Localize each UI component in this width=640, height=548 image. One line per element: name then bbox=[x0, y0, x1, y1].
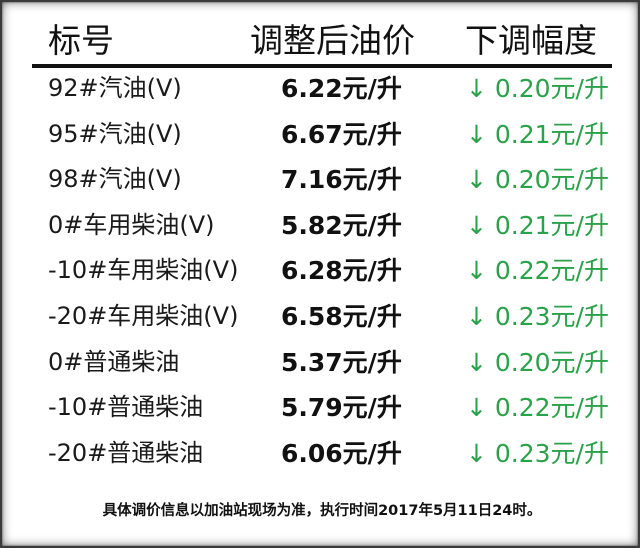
adjusted-price: 6.28元/升 bbox=[281, 256, 402, 286]
price-reduction: ↓ 0.20元/升 bbox=[466, 347, 609, 377]
adjusted-price: 5.79元/升 bbox=[281, 393, 402, 423]
price-rows: 92#汽油(V) 6.22元/升 ↓ 0.20元/升 95#汽油(V) 6.67… bbox=[2, 66, 640, 476]
header-grade: 标号 bbox=[48, 21, 114, 60]
header-adjusted-price: 调整后油价 bbox=[250, 21, 415, 60]
price-reduction: ↓ 0.23元/升 bbox=[466, 438, 609, 468]
price-reduction: ↓ 0.22元/升 bbox=[466, 393, 609, 423]
adjusted-price: 6.06元/升 bbox=[281, 438, 402, 468]
effective-time-note: 具体调价信息以加油站现场为准，执行时间2017年5月11日24时。 bbox=[102, 503, 542, 519]
table-row: -20#车用柴油(V) 6.58元/升 ↓ 0.23元/升 bbox=[2, 294, 640, 340]
adjusted-price: 5.82元/升 bbox=[281, 210, 402, 240]
fuel-grade: 98#汽油(V) bbox=[48, 165, 182, 194]
table-row: 0#车用柴油(V) 5.82元/升 ↓ 0.21元/升 bbox=[2, 203, 640, 249]
fuel-grade: -10#车用柴油(V) bbox=[48, 256, 239, 285]
fuel-grade: -20#车用柴油(V) bbox=[48, 301, 239, 330]
table-row: 95#汽油(V) 6.67元/升 ↓ 0.21元/升 bbox=[2, 112, 640, 158]
table-row: -10#普通柴油 5.79元/升 ↓ 0.22元/升 bbox=[2, 385, 640, 431]
price-reduction: ↓ 0.20元/升 bbox=[466, 165, 609, 195]
fuel-grade: 0#普通柴油 bbox=[48, 347, 180, 376]
price-reduction: ↓ 0.20元/升 bbox=[466, 74, 609, 103]
price-reduction: ↓ 0.21元/升 bbox=[466, 210, 609, 240]
fuel-grade: -10#普通柴油 bbox=[48, 393, 204, 422]
header-reduction: 下调幅度 bbox=[465, 21, 597, 60]
adjusted-price: 5.37元/升 bbox=[281, 347, 402, 377]
table-row: 92#汽油(V) 6.22元/升 ↓ 0.20元/升 bbox=[2, 66, 640, 112]
table-row: 0#普通柴油 5.37元/升 ↓ 0.20元/升 bbox=[2, 340, 640, 386]
adjusted-price: 6.58元/升 bbox=[281, 301, 402, 331]
table-row: -10#车用柴油(V) 6.28元/升 ↓ 0.22元/升 bbox=[2, 248, 640, 294]
price-reduction: ↓ 0.23元/升 bbox=[466, 301, 609, 331]
fuel-grade: -20#普通柴油 bbox=[48, 438, 204, 467]
table-header: 标号 调整后油价 下调幅度 bbox=[2, 16, 640, 66]
price-reduction: ↓ 0.21元/升 bbox=[466, 119, 609, 149]
table-row: 98#汽油(V) 7.16元/升 ↓ 0.20元/升 bbox=[2, 157, 640, 203]
fuel-grade: 92#汽油(V) bbox=[48, 74, 182, 102]
adjusted-price: 6.67元/升 bbox=[281, 119, 402, 149]
header-divider bbox=[32, 64, 612, 68]
adjusted-price: 7.16元/升 bbox=[281, 165, 402, 195]
fuel-grade: 0#车用柴油(V) bbox=[48, 210, 215, 239]
price-reduction: ↓ 0.22元/升 bbox=[466, 256, 609, 286]
fuel-grade: 95#汽油(V) bbox=[48, 119, 182, 148]
table-row: -20#普通柴油 6.06元/升 ↓ 0.23元/升 bbox=[2, 431, 640, 477]
adjusted-price: 6.22元/升 bbox=[281, 74, 402, 103]
